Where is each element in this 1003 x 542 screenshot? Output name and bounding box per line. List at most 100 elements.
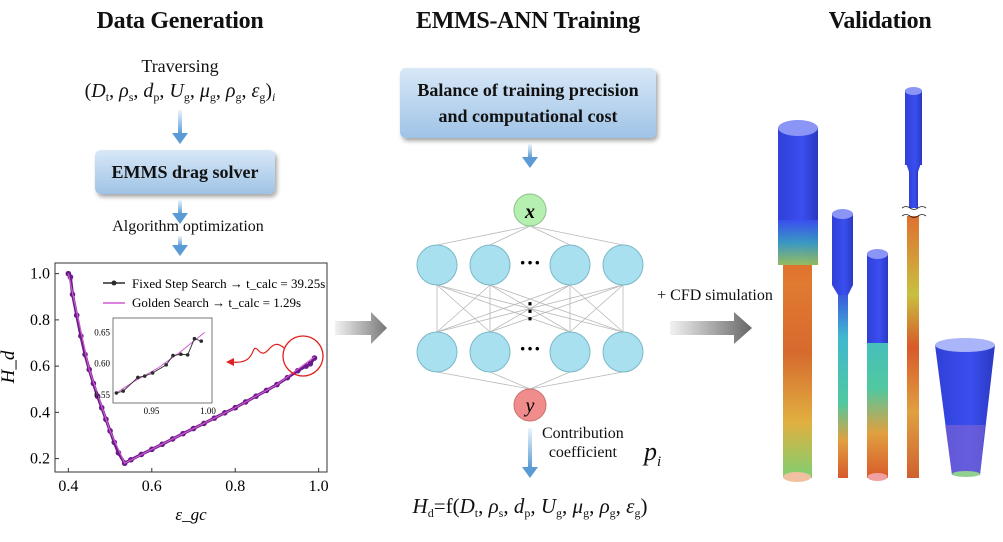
formula-symbol: , (503, 494, 514, 518)
inset-fixed-point (185, 353, 190, 357)
legend-fixed-marker (111, 280, 117, 286)
balance-box-line2: and computational cost (438, 106, 618, 126)
formula-subscript: g (634, 506, 641, 520)
nn-edge (436, 371, 531, 390)
formula-symbol: , (478, 494, 489, 518)
gray-right-arrow-icon (335, 312, 387, 344)
x-tick-label: 0.8 (225, 478, 245, 495)
reactor-3 (867, 249, 888, 481)
formula-symbol: U (169, 80, 184, 102)
x-tick-label: 1.0 (309, 478, 329, 495)
inset-fixed-point (114, 391, 119, 395)
hidden-node (549, 244, 591, 286)
formula-symbol: H (412, 494, 428, 518)
formula-symbol: D (91, 80, 106, 102)
inset-y-tick-label: 0.65 (94, 327, 110, 337)
x-axis-label: ε_gc (175, 505, 207, 524)
output-node (513, 388, 547, 422)
contribution-line2: coefficient (548, 444, 617, 461)
input-tuple-formula: (Dt, ρs, dp, Ug, μg, ρg, εg)i (85, 80, 276, 105)
nn-edge (436, 284, 624, 333)
output-node-label: y (524, 395, 535, 417)
y-tick-label: 0.6 (30, 358, 50, 375)
ellipsis-horizontal: ··· (519, 336, 541, 361)
formula-symbol: d (143, 80, 154, 102)
fixed-step-point (294, 367, 301, 374)
hidden-node (469, 331, 511, 373)
y-axis-label: H_d (0, 350, 19, 384)
ellipsis-vertical: ⋮ (519, 298, 541, 323)
balance-box: Balance of training precision and comput… (400, 68, 656, 138)
inset-frame (112, 317, 213, 404)
inset-golden-line (116, 331, 205, 394)
formula-symbol: , (189, 80, 200, 102)
inset-x-tick-label: 1.00 (200, 406, 216, 416)
formula-symbol: , (615, 494, 627, 518)
hidden-node (416, 331, 458, 373)
fixed-step-point (311, 355, 318, 361)
formula-symbol: , (215, 80, 226, 102)
hidden-node (416, 244, 458, 286)
balance-box-line1: Balance of training precision (417, 80, 639, 100)
break-mark-icon (901, 206, 927, 218)
hidden-node (602, 244, 644, 286)
formula-subscript: g (609, 506, 616, 520)
nn-edge (529, 225, 624, 246)
inset-fixed-point (142, 374, 147, 378)
highlight-circle (282, 335, 324, 377)
inset-fixed-point (179, 352, 183, 357)
arrow-down-icon (172, 110, 188, 144)
hidden-node (602, 331, 644, 373)
formula-symbol: ) (640, 494, 648, 518)
formula-symbol: D (459, 494, 475, 518)
formula-subscript: d (427, 506, 434, 520)
reactor-2 (832, 209, 853, 478)
y-tick-label: 1.0 (30, 266, 50, 283)
formula-subscript: p (524, 506, 531, 520)
nn-edge (529, 371, 571, 390)
inset-y-tick-label: 0.60 (94, 359, 110, 369)
legend-fixed-label: Fixed Step Search → t_calc = 39.25s (132, 276, 325, 291)
formula-subscript: g (183, 90, 190, 104)
formula-subscript: g (209, 90, 216, 104)
section-title-training: EMMS-ANN Training (415, 8, 641, 34)
cfd-reactors-illustration (778, 87, 995, 482)
nn-edge (436, 225, 531, 246)
arrow-down-icon (172, 200, 188, 224)
reactor-cone (935, 338, 995, 477)
arrow-down-icon (172, 236, 188, 256)
formula-subscript: i (272, 90, 276, 104)
traversing-label: Traversing (141, 56, 219, 76)
nn-edge (436, 284, 571, 333)
formula-subscript: g (583, 506, 590, 520)
formula-symbol: μ (199, 80, 210, 102)
golden-search-line (67, 273, 315, 465)
p-symbol: p (644, 437, 657, 466)
formula-symbol: ) (265, 80, 273, 102)
y-tick-label: 0.2 (30, 451, 50, 468)
formula-symbol: ε (626, 494, 635, 518)
formula-subscript: g (259, 90, 266, 104)
formula-symbol: ρ (119, 80, 129, 102)
legend-golden-label: Golden Search → t_calc = 1.29s (132, 295, 301, 310)
ellipsis-horizontal: ··· (519, 250, 541, 275)
gray-right-arrow-icon (670, 312, 752, 344)
hidden-node (469, 244, 511, 286)
hidden-node (549, 331, 591, 373)
reactor-1 (778, 120, 818, 482)
x-tick-label: 0.4 (58, 478, 78, 495)
formula-subscript: s (498, 506, 504, 520)
p-subscript: i (657, 454, 662, 471)
formula-symbol: U (540, 494, 557, 518)
formula-symbol: , (159, 80, 170, 102)
formula-subscript: g (235, 90, 242, 104)
formula-subscript: g (556, 506, 563, 520)
y-tick-label: 0.8 (30, 312, 50, 329)
reactor-4 (901, 87, 927, 478)
neural-network-diagram: ··· ··· ⋮ x y (416, 193, 644, 422)
arrow-down-icon (522, 144, 538, 168)
y-tick-label: 0.4 (30, 404, 50, 421)
inset-fixed-point (192, 336, 197, 341)
fixed-step-point (307, 361, 314, 367)
cfd-simulation-label: + CFD simulation (657, 287, 773, 304)
